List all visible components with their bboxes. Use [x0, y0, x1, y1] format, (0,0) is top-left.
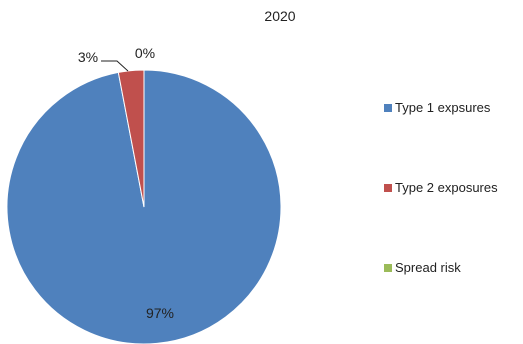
leader-line-type-2 — [101, 60, 129, 72]
legend-item-type-1: Type 1 expsures — [384, 100, 490, 115]
legend-label-spread-risk: Spread risk — [395, 260, 461, 275]
data-label-type-2: 3% — [78, 49, 98, 65]
data-label-spread-risk: 0% — [135, 45, 155, 61]
pie-slice-type-2 — [117, 69, 145, 208]
legend-swatch-type-1 — [384, 103, 392, 112]
pie-slices — [6, 69, 282, 344]
legend-label-type-1: Type 1 expsures — [395, 100, 491, 115]
data-label-type-1: 97% — [146, 305, 174, 321]
legend-item-spread-risk: Spread risk — [384, 260, 461, 275]
legend-item-type-2: Type 2 exposures — [384, 180, 498, 195]
chart-title: 2020 — [264, 8, 296, 24]
legend: Type 1 expsures Type 2 exposures Spread … — [384, 100, 523, 280]
legend-label-type-2: Type 2 exposures — [395, 180, 498, 195]
legend-swatch-spread-risk — [384, 263, 392, 272]
pie-data-labels: 97% 3% 0% — [78, 45, 174, 321]
legend-swatch-type-2 — [384, 183, 392, 192]
